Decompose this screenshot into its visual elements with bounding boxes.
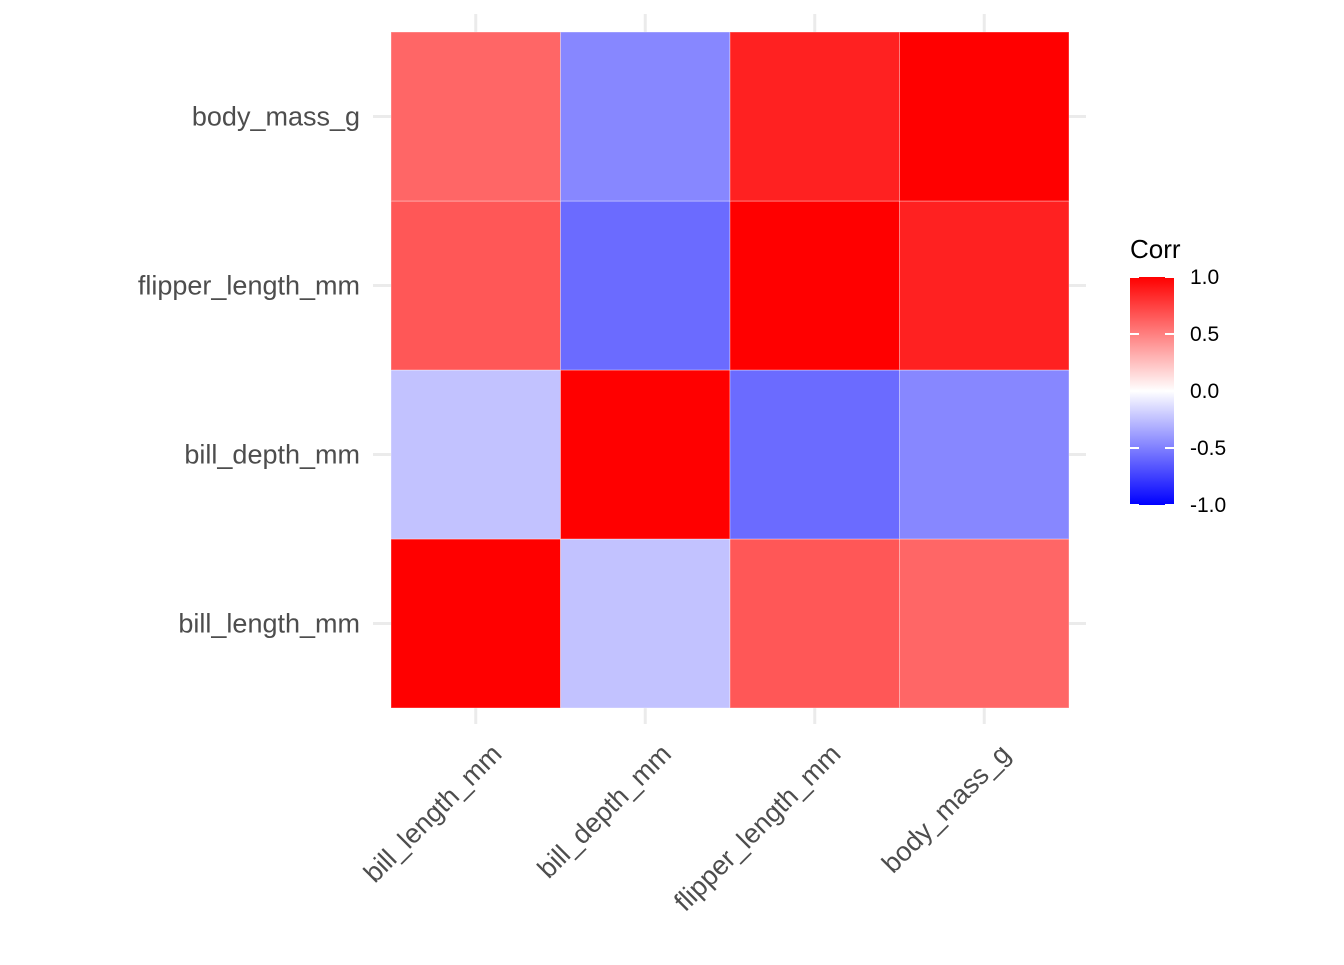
heatmap-cell-body_mass_g-bill_length_mm	[899, 538, 1070, 709]
heatmap-cell-flipper_length_mm-body_mass_g	[729, 31, 900, 202]
y-tick-label-body_mass_g: body_mass_g	[192, 102, 360, 132]
heatmap-cell-flipper_length_mm-flipper_length_mm	[729, 200, 900, 371]
heatmap-tiles	[390, 31, 1070, 709]
legend-tick-label: 0.0	[1190, 380, 1219, 403]
color-legend: Corr 1.0 0.5 0.0 -0.5 -1.0	[1130, 234, 1226, 517]
heatmap-cell-body_mass_g-flipper_length_mm	[899, 200, 1070, 371]
legend-title: Corr	[1130, 234, 1181, 264]
heatmap-cell-flipper_length_mm-bill_length_mm	[729, 538, 900, 709]
legend-tick-label: -0.5	[1190, 437, 1226, 460]
heatmap-cell-bill_depth_mm-flipper_length_mm	[560, 200, 731, 371]
heatmap-cell-bill_length_mm-bill_depth_mm	[390, 369, 561, 540]
x-tick-label-flipper_length_mm: flipper_length_mm	[668, 739, 846, 917]
heatmap-cell-flipper_length_mm-bill_depth_mm	[729, 369, 900, 540]
y-tick-label-bill_length_mm: bill_length_mm	[178, 609, 360, 639]
legend-tick-label: -1.0	[1190, 494, 1226, 517]
y-tick-label-flipper_length_mm: flipper_length_mm	[138, 271, 360, 301]
heatmap-cell-bill_depth_mm-bill_depth_mm	[560, 369, 731, 540]
heatmap-cell-bill_depth_mm-body_mass_g	[560, 31, 731, 202]
heatmap-cell-body_mass_g-body_mass_g	[899, 31, 1070, 202]
heatmap-cell-bill_depth_mm-bill_length_mm	[560, 538, 731, 709]
legend-tick-label: 0.5	[1190, 323, 1219, 346]
x-tick-label-body_mass_g: body_mass_g	[876, 739, 1016, 879]
legend-tick-label: 1.0	[1190, 266, 1219, 289]
heatmap-cell-bill_length_mm-flipper_length_mm	[390, 200, 561, 371]
legend-ticks: 1.0 0.5 0.0 -0.5 -1.0	[1130, 266, 1226, 517]
heatmap-cell-body_mass_g-bill_depth_mm	[899, 369, 1070, 540]
x-tick-label-bill_length_mm: bill_length_mm	[358, 739, 508, 889]
heatmap-cell-bill_length_mm-body_mass_g	[390, 31, 561, 202]
x-axis-tick-labels: bill_length_mm bill_depth_mmflipper_lengt…	[358, 739, 1016, 917]
heatmap-cell-bill_length_mm-bill_length_mm	[390, 538, 561, 709]
x-tick-label-bill_depth_mm: bill_depth_mm	[532, 739, 677, 884]
y-axis-tick-labels: bill_length_mm bill_depth_mm flipper_lengt…	[138, 102, 360, 639]
y-tick-label-bill_depth_mm: bill_depth_mm	[184, 440, 360, 470]
